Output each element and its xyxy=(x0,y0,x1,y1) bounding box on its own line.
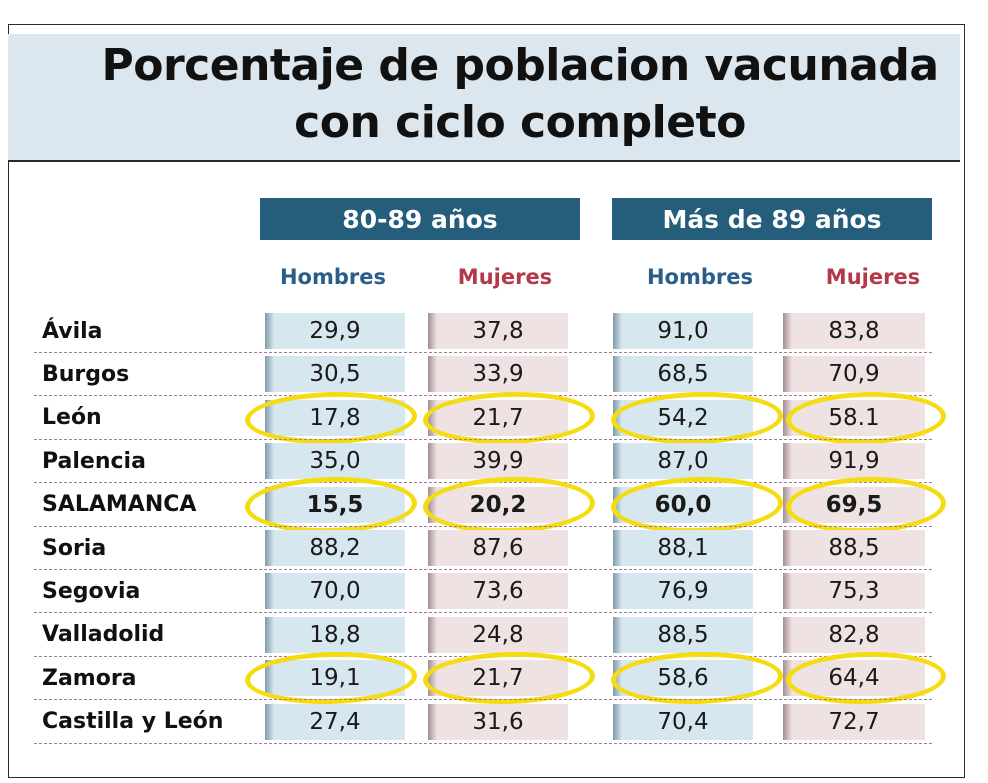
row-divider xyxy=(34,569,932,570)
table-cell: 29,9 xyxy=(265,313,405,349)
table-cell: 18,8 xyxy=(265,616,405,653)
table-cell: 70,0 xyxy=(265,573,405,610)
table-cell: 31,6 xyxy=(428,703,568,740)
table-cell: 58,6 xyxy=(613,660,753,697)
column-header-4: Mujeres xyxy=(825,265,921,289)
row-divider xyxy=(34,655,932,657)
table-cell: 83,8 xyxy=(783,313,925,349)
row-label: Castilla y León xyxy=(42,709,224,735)
table-cell: 91,9 xyxy=(783,443,925,480)
table-cell: 87,6 xyxy=(428,530,568,566)
table-cell: 72,7 xyxy=(783,703,925,740)
table-cell: 37,8 xyxy=(428,313,568,349)
row-label: León xyxy=(42,405,102,431)
table-cell: 82,8 xyxy=(783,616,925,653)
group-header-1: 80-89 años xyxy=(260,198,580,240)
chart-title-line-1: Porcentaje de poblacion vacunada xyxy=(101,40,939,91)
row-divider xyxy=(34,525,932,527)
row-divider xyxy=(34,612,932,614)
row-label: Zamora xyxy=(42,665,137,691)
table-cell: 15,5 xyxy=(265,486,405,523)
table-cell: 69,5 xyxy=(783,486,925,523)
table-cell: 88,5 xyxy=(613,616,753,653)
table-cell: 64,4 xyxy=(783,660,925,697)
row-label: SALAMANCA xyxy=(42,492,197,518)
table-cell: 88,1 xyxy=(613,530,753,566)
table-cell: 24,8 xyxy=(428,616,568,653)
table-cell: 21,7 xyxy=(428,660,568,697)
table-cell: 19,1 xyxy=(265,660,405,697)
table-cell: 20,2 xyxy=(428,486,568,523)
table-cell: 54,2 xyxy=(613,399,753,436)
row-divider xyxy=(34,482,932,484)
row-label: Segovia xyxy=(42,578,141,604)
table-cell: 39,9 xyxy=(428,443,568,480)
row-divider xyxy=(34,352,932,353)
table-cell: 35,0 xyxy=(265,443,405,480)
row-label: Valladolid xyxy=(42,622,165,648)
table-cell: 75,3 xyxy=(783,573,925,610)
table-cell: 33,9 xyxy=(428,356,568,393)
table-cell: 76,9 xyxy=(613,573,753,610)
row-label: Palencia xyxy=(42,448,146,474)
row-divider xyxy=(34,742,932,744)
group-header-2: Más de 89 años xyxy=(612,198,932,240)
table-cell: 68,5 xyxy=(613,356,753,393)
table-cell: 30,5 xyxy=(265,356,405,393)
table-cell: 87,0 xyxy=(613,443,753,480)
row-divider xyxy=(34,699,932,701)
row-label: Ávila xyxy=(42,318,103,344)
chart-title-line-2: con ciclo completo xyxy=(294,97,746,148)
table-cell: 17,8 xyxy=(265,399,405,436)
table-cell: 73,6 xyxy=(428,573,568,610)
row-divider xyxy=(34,395,932,397)
table-cell: 88,5 xyxy=(783,530,925,566)
column-header-2: Mujeres xyxy=(457,265,553,289)
row-divider xyxy=(34,438,932,440)
table-cell: 58.1 xyxy=(783,399,925,436)
table-cell: 21,7 xyxy=(428,399,568,436)
row-label: Soria xyxy=(42,535,107,561)
column-header-3: Hombres xyxy=(646,265,753,289)
column-header-1: Hombres xyxy=(279,265,386,289)
row-label: Burgos xyxy=(42,361,130,387)
title-band xyxy=(8,34,960,162)
table-cell: 27,4 xyxy=(265,703,405,740)
table-cell: 88,2 xyxy=(265,530,405,566)
table-cell: 91,0 xyxy=(613,313,753,349)
table-cell: 60,0 xyxy=(613,486,753,523)
table-cell: 70,9 xyxy=(783,356,925,393)
table-cell: 70,4 xyxy=(613,703,753,740)
